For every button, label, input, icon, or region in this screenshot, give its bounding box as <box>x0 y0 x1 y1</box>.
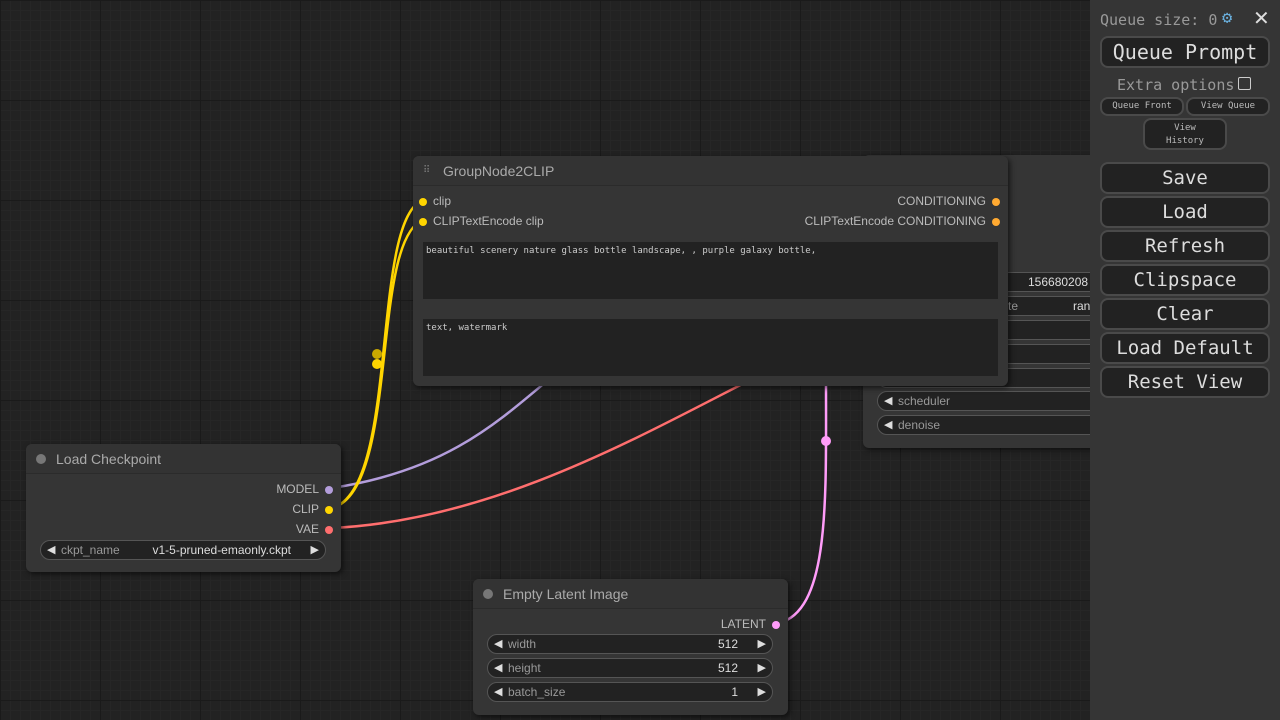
wire-latent <box>778 379 828 625</box>
height-widget[interactable]: ◀ height 512 ▶ <box>487 658 773 678</box>
positive-prompt-textarea[interactable]: beautiful scenery nature glass bottle la… <box>423 242 998 299</box>
wire-vae <box>331 368 771 530</box>
queue-prompt-button[interactable]: Queue Prompt <box>1100 36 1270 68</box>
arrow-right-icon[interactable]: ▶ <box>757 686 766 698</box>
collapse-dot-icon[interactable] <box>483 589 493 599</box>
arrow-left-icon[interactable]: ◀ <box>884 419 893 431</box>
reset-view-button[interactable]: Reset View <box>1100 366 1270 398</box>
wire-clip-2 <box>331 218 424 510</box>
width-widget[interactable]: ◀ width 512 ▶ <box>487 634 773 654</box>
arrow-right-icon[interactable]: ▶ <box>310 544 319 556</box>
arrow-left-icon[interactable]: ◀ <box>494 662 503 674</box>
clear-button[interactable]: Clear <box>1100 298 1270 330</box>
output-conditioning[interactable]: CONDITIONING <box>897 194 1000 208</box>
scheduler-widget[interactable]: ◀ scheduler <box>877 391 1137 411</box>
arrow-left-icon[interactable]: ◀ <box>884 395 893 407</box>
close-icon[interactable]: ✕ <box>1253 6 1270 30</box>
input-cliptextencode-clip[interactable]: CLIPTextEncode clip <box>419 214 544 228</box>
save-button[interactable]: Save <box>1100 162 1270 194</box>
group-node-2clip[interactable]: ⠿ GroupNode2CLIP clip CLIPTextEncode clip… <box>413 156 1008 386</box>
side-menu: Queue size: 0 ⚙ ✕ Queue Prompt Extra opt… <box>1090 0 1280 720</box>
empty-latent-image-node[interactable]: Empty Latent Image LATENT ◀ width 512 ▶ ◀ he… <box>473 579 788 715</box>
arrow-left-icon[interactable]: ◀ <box>494 686 503 698</box>
input-clip[interactable]: clip <box>419 194 451 208</box>
wires <box>331 198 831 625</box>
gear-icon[interactable]: ⚙ <box>1222 8 1233 28</box>
batch-size-widget[interactable]: ◀ batch_size 1 ▶ <box>487 682 773 702</box>
load-default-button[interactable]: Load Default <box>1100 332 1270 364</box>
view-history-button[interactable]: View History <box>1143 118 1227 150</box>
arrow-right-icon[interactable]: ▶ <box>757 638 766 650</box>
collapse-dot-icon[interactable] <box>36 454 46 464</box>
extra-options-checkbox[interactable] <box>1238 77 1251 90</box>
output-model[interactable]: MODEL <box>276 482 333 496</box>
output-latent[interactable]: LATENT <box>721 617 780 631</box>
grip-icon: ⠿ <box>423 165 431 176</box>
arrow-left-icon[interactable]: ◀ <box>494 638 503 650</box>
negative-prompt-textarea[interactable]: text, watermark <box>423 319 998 376</box>
wire-model <box>331 369 561 490</box>
queue-front-button[interactable]: Queue Front <box>1100 97 1184 116</box>
queue-size: Queue size: 0 <box>1100 11 1218 29</box>
refresh-button[interactable]: Refresh <box>1100 230 1270 262</box>
load-checkpoint-node[interactable]: Load Checkpoint MODEL CLIP VAE ◀ ckpt_nam… <box>26 444 341 572</box>
output-clip[interactable]: CLIP <box>292 502 333 516</box>
arrow-left-icon[interactable]: ◀ <box>47 544 56 556</box>
load-button[interactable]: Load <box>1100 196 1270 228</box>
ckpt-name-widget[interactable]: ◀ ckpt_name v1-5-pruned-emaonly.ckpt ▶ <box>40 540 326 560</box>
denoise-widget[interactable]: ◀ denoise <box>877 415 1137 435</box>
extra-options-label: Extra options <box>1117 76 1235 94</box>
arrow-right-icon[interactable]: ▶ <box>757 662 766 674</box>
node-title: Load Checkpoint <box>56 451 162 467</box>
clipspace-button[interactable]: Clipspace <box>1100 264 1270 296</box>
output-cliptextencode-conditioning[interactable]: CLIPTextEncode CONDITIONING <box>805 214 1000 228</box>
output-vae[interactable]: VAE <box>296 522 333 536</box>
node-title: Empty Latent Image <box>503 586 629 602</box>
view-queue-button[interactable]: View Queue <box>1186 97 1270 116</box>
node-title: GroupNode2CLIP <box>443 163 555 179</box>
